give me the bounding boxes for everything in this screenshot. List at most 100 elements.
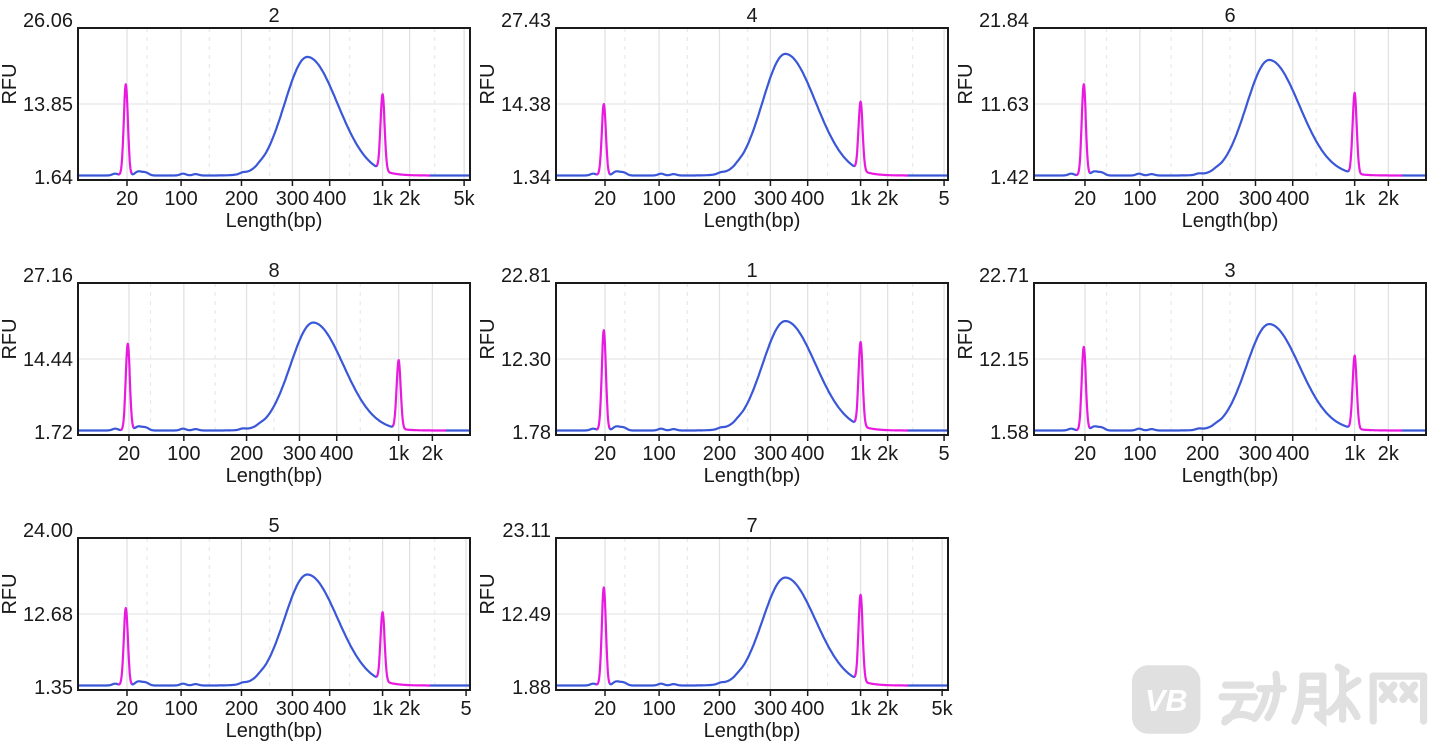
x-tick-label: 1k (1344, 443, 1366, 465)
x-tick-label: 400 (313, 698, 346, 720)
x-tick-label: 1k (372, 698, 394, 720)
x-tick-label: 5 (461, 698, 472, 720)
trace-marker (1076, 83, 1091, 176)
x-tick-label: 100 (642, 443, 675, 465)
plot-title: 7 (746, 515, 757, 537)
y-tick-max: 23.11 (502, 520, 551, 542)
x-tick-label: 100 (1123, 188, 1156, 210)
x-tick-label: 20 (116, 188, 138, 210)
y-tick-min: 1.88 (512, 677, 551, 699)
x-axis-label: Length(bp) (226, 720, 323, 742)
electropherogram-plot-4: 20 100 200 300 400 1k 2k 5 4 27.43 14.38 1.34 RFU Len… (477, 0, 956, 244)
plot-border (555, 537, 949, 691)
x-tick-label: 2k (399, 188, 421, 210)
y-axis-label: RFU (956, 63, 977, 104)
x-tick-label: 300 (754, 443, 787, 465)
trace-marker (376, 93, 431, 177)
plot-svg-3: 20 100 200 300 400 1k 2k 3 22.71 12.15 1.58 RFU Leng… (955, 260, 1428, 487)
x-tick-label: 100 (642, 698, 675, 720)
plot-svg-5: 20 100 200 300 400 1k 2k 5 5 24.00 12.68 1.35 RFU Len… (0, 515, 472, 742)
x-tick-label: 200 (225, 188, 258, 210)
trace-marker (854, 340, 909, 432)
y-axis-label: RFU (0, 318, 21, 359)
x-axis-label: Length(bp) (226, 210, 323, 232)
y-tick-max: 26.06 (23, 10, 73, 32)
y-tick-mid: 12.49 (501, 604, 551, 626)
y-tick-max: 21.84 (979, 10, 1029, 32)
x-tick-label: 200 (230, 443, 263, 465)
trace-marker (1076, 345, 1091, 431)
x-tick-label: 100 (1123, 443, 1156, 465)
x-tick-label: 100 (642, 188, 675, 210)
y-tick-min: 1.42 (990, 167, 1029, 189)
y-tick-min: 1.35 (34, 677, 73, 699)
x-tick-label: 300 (276, 188, 309, 210)
plot-border (555, 27, 949, 181)
plot-title: 8 (268, 260, 279, 282)
y-tick-mid: 14.44 (23, 349, 73, 371)
x-axis-label: Length(bp) (704, 720, 801, 742)
x-tick-label: 300 (1239, 443, 1272, 465)
x-tick-label: 1k (850, 188, 872, 210)
y-axis-label: RFU (956, 318, 977, 359)
trace-sample (1088, 58, 1351, 177)
plot-border (1033, 282, 1427, 436)
x-axis-label: Length(bp) (226, 465, 323, 487)
y-tick-min: 1.78 (512, 422, 551, 444)
x-axis-label: Length(bp) (704, 210, 801, 232)
x-tick-label: 400 (320, 443, 353, 465)
x-tick-label: 300 (283, 443, 316, 465)
x-tick-label: 1k (850, 698, 872, 720)
x-tick-label: 5k (932, 698, 954, 720)
trace-sample (608, 320, 857, 432)
x-tick-label: 5 (939, 188, 950, 210)
trace-sample (76, 682, 121, 687)
y-tick-max: 24.00 (23, 520, 73, 542)
trace-marker (118, 83, 133, 176)
plot-title: 2 (268, 5, 279, 27)
y-tick-mid: 13.85 (23, 94, 73, 116)
plot-svg-2: 20 100 200 300 400 1k 2k 5k 2 26.06 13.85 1.64 RFU Le… (0, 5, 476, 232)
x-tick-label: 1k (372, 188, 394, 210)
electropherogram-plot-7: 20 100 200 300 400 1k 2k 5k 7 23.11 12.49 1.88 RFU Le… (477, 510, 956, 754)
y-tick-max: 27.43 (501, 10, 551, 32)
plot-border (555, 282, 949, 436)
x-tick-label: 2k (1378, 188, 1400, 210)
y-tick-min: 1.58 (990, 422, 1029, 444)
x-tick-label: 2k (877, 188, 899, 210)
plot-svg-7: 20 100 200 300 400 1k 2k 5k 7 23.11 12.49 1.88 RFU Le… (477, 515, 954, 742)
plot-title: 1 (746, 260, 757, 282)
electropherogram-plot-2: 20 100 200 300 400 1k 2k 5k 2 26.06 13.85 1.64 RFU Le… (0, 0, 478, 244)
x-tick-label: 400 (313, 188, 346, 210)
watermark-logo-text: VB (1145, 684, 1187, 718)
trace-marker (596, 103, 611, 176)
trace-marker (854, 593, 909, 687)
trace-sample (1088, 323, 1351, 432)
x-tick-label: 100 (164, 698, 197, 720)
electropherogram-plot-8: 20 100 200 300 400 1k 2k 8 27.16 14.44 1.72 RFU Leng… (0, 255, 478, 499)
x-tick-label: 400 (791, 698, 824, 720)
trace-sample (608, 576, 857, 687)
trace-sample (1032, 427, 1079, 432)
y-tick-mid: 12.30 (501, 349, 551, 371)
x-tick-label: 200 (1186, 188, 1219, 210)
trace-sample (132, 321, 395, 432)
y-axis-label: RFU (478, 63, 499, 104)
y-axis-label: RFU (478, 318, 499, 359)
trace-sample (76, 427, 123, 432)
x-tick-label: 20 (594, 443, 616, 465)
plot-svg-1: 20 100 200 300 400 1k 2k 5 1 22.81 12.30 1.78 RFU Len… (477, 260, 950, 487)
x-tick-label: 20 (594, 698, 616, 720)
x-tick-label: 2k (877, 443, 899, 465)
trace-marker (1348, 354, 1403, 432)
plot-border (77, 282, 471, 436)
x-tick-label: 400 (1276, 443, 1309, 465)
electropherogram-plot-6: 20 100 200 300 400 1k 2k 6 21.84 11.63 1.42 RFU Leng… (955, 0, 1434, 244)
x-tick-label: 20 (1074, 443, 1096, 465)
x-tick-label: 1k (850, 443, 872, 465)
trace-sample (554, 427, 599, 432)
x-tick-label: 200 (703, 443, 736, 465)
x-axis-label: Length(bp) (1182, 210, 1279, 232)
plot-title: 6 (1224, 5, 1235, 27)
